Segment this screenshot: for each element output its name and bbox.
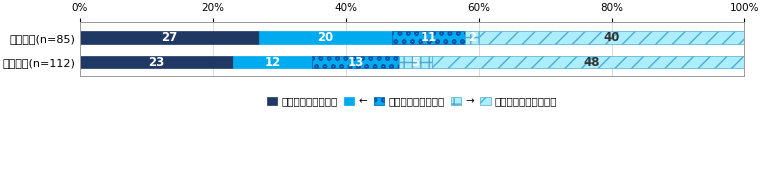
Text: 12: 12 xyxy=(264,56,280,69)
Text: 48: 48 xyxy=(584,56,600,69)
Legend: 事件が関係している, ←, どちらともいえない, →, 事件と全く関係がない: 事件が関係している, ←, どちらともいえない, →, 事件と全く関係がない xyxy=(263,92,562,111)
Bar xyxy=(466,31,479,44)
Text: 11: 11 xyxy=(421,31,437,44)
Bar xyxy=(80,31,259,44)
Text: 2: 2 xyxy=(468,31,476,44)
Bar xyxy=(232,56,312,69)
Text: 40: 40 xyxy=(604,31,620,44)
Text: 5: 5 xyxy=(411,56,420,69)
Bar xyxy=(80,56,232,69)
Text: 20: 20 xyxy=(318,31,334,44)
Text: 13: 13 xyxy=(347,56,363,69)
Text: 23: 23 xyxy=(148,56,165,69)
Bar xyxy=(479,31,744,44)
Bar xyxy=(432,56,751,69)
Bar xyxy=(259,31,392,44)
Text: 27: 27 xyxy=(162,31,178,44)
Bar xyxy=(399,56,432,69)
Bar xyxy=(312,56,399,69)
Bar xyxy=(392,31,466,44)
